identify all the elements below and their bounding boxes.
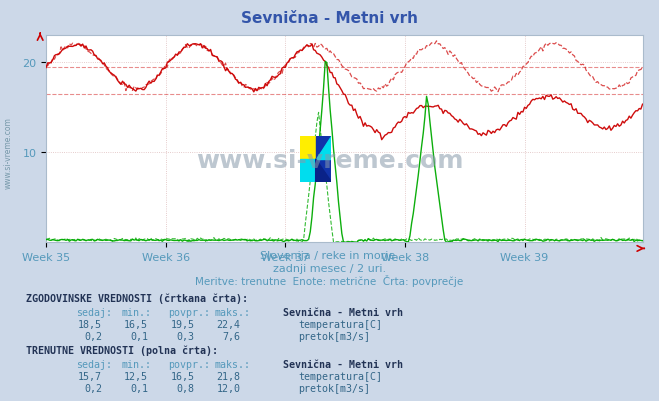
Text: maks.:: maks.: bbox=[214, 359, 250, 369]
Text: TRENUTNE VREDNOSTI (polna črta):: TRENUTNE VREDNOSTI (polna črta): bbox=[26, 344, 218, 355]
Bar bbox=[316, 136, 331, 182]
Text: 0,2: 0,2 bbox=[84, 331, 102, 341]
Text: ZGODOVINSKE VREDNOSTI (črtkana črta):: ZGODOVINSKE VREDNOSTI (črtkana črta): bbox=[26, 292, 248, 303]
Text: 18,5: 18,5 bbox=[78, 319, 102, 329]
Text: 19,5: 19,5 bbox=[171, 319, 194, 329]
Text: Sevnična - Metni vrh: Sevnična - Metni vrh bbox=[241, 11, 418, 26]
Text: www.si-vreme.com: www.si-vreme.com bbox=[4, 117, 13, 188]
Bar bbox=[300, 136, 316, 159]
Text: povpr.:: povpr.: bbox=[168, 307, 210, 317]
Text: 7,6: 7,6 bbox=[223, 331, 241, 341]
Text: sedaj:: sedaj: bbox=[76, 307, 112, 317]
Text: maks.:: maks.: bbox=[214, 307, 250, 317]
Text: pretok[m3/s]: pretok[m3/s] bbox=[298, 331, 370, 341]
Text: 0,8: 0,8 bbox=[177, 383, 194, 393]
Text: 0,1: 0,1 bbox=[130, 383, 148, 393]
Text: temperatura[C]: temperatura[C] bbox=[298, 371, 382, 381]
Text: 22,4: 22,4 bbox=[217, 319, 241, 329]
Bar bbox=[300, 159, 316, 182]
Text: www.si-vreme.com: www.si-vreme.com bbox=[196, 148, 463, 172]
Text: 0,1: 0,1 bbox=[130, 331, 148, 341]
Text: 21,8: 21,8 bbox=[217, 371, 241, 381]
Text: zadnji mesec / 2 uri.: zadnji mesec / 2 uri. bbox=[273, 263, 386, 273]
Text: min.:: min.: bbox=[122, 307, 152, 317]
Text: Sevnična - Metni vrh: Sevnična - Metni vrh bbox=[283, 359, 403, 369]
Text: sedaj:: sedaj: bbox=[76, 359, 112, 369]
Text: 0,3: 0,3 bbox=[177, 331, 194, 341]
Polygon shape bbox=[316, 136, 331, 159]
Polygon shape bbox=[316, 159, 331, 182]
Text: 0,2: 0,2 bbox=[84, 383, 102, 393]
Text: 16,5: 16,5 bbox=[171, 371, 194, 381]
Text: 12,5: 12,5 bbox=[125, 371, 148, 381]
Text: Meritve: trenutne  Enote: metrične  Črta: povprečje: Meritve: trenutne Enote: metrične Črta: … bbox=[195, 274, 464, 286]
Text: Sevnična - Metni vrh: Sevnična - Metni vrh bbox=[283, 307, 403, 317]
Text: min.:: min.: bbox=[122, 359, 152, 369]
Text: 15,7: 15,7 bbox=[78, 371, 102, 381]
Text: povpr.:: povpr.: bbox=[168, 359, 210, 369]
Text: pretok[m3/s]: pretok[m3/s] bbox=[298, 383, 370, 393]
Text: 12,0: 12,0 bbox=[217, 383, 241, 393]
Text: 16,5: 16,5 bbox=[125, 319, 148, 329]
Text: temperatura[C]: temperatura[C] bbox=[298, 319, 382, 329]
Text: Slovenija / reke in morje.: Slovenija / reke in morje. bbox=[260, 251, 399, 261]
